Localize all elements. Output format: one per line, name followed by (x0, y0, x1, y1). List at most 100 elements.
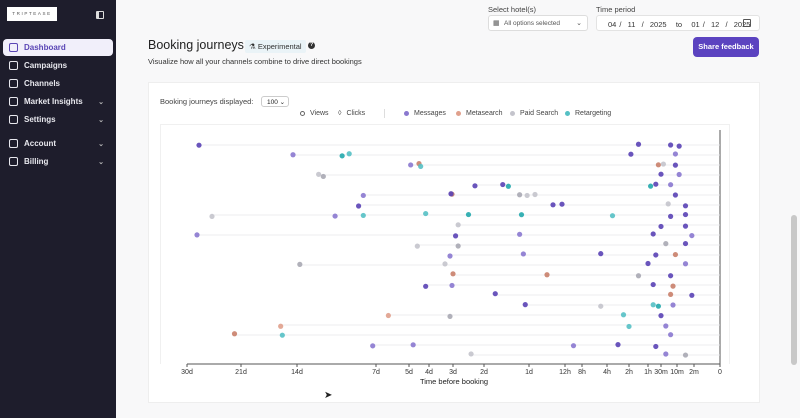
touchpoint-metasearch[interactable] (655, 162, 662, 168)
touchpoint-messages[interactable] (668, 142, 674, 148)
touchpoint-messages[interactable] (663, 323, 669, 329)
touchpoint-retargeting[interactable] (609, 213, 616, 219)
touchpoint-messages[interactable] (423, 283, 429, 289)
date-range-input[interactable]: 04 / 11 / 2025 to 01 / 12 / 2025 (596, 15, 760, 31)
touchpoint-messages[interactable] (650, 281, 656, 288)
touchpoint-retargeting[interactable] (655, 303, 662, 309)
touchpoint-retargeting[interactable] (346, 151, 352, 157)
touchpoint-messages[interactable] (598, 251, 604, 257)
touchpoint-messages[interactable] (356, 203, 362, 209)
legend-messages[interactable]: Messages (404, 110, 446, 117)
touchpoint-paid-search[interactable] (455, 222, 461, 228)
touchpoint-messages[interactable] (452, 233, 459, 239)
sidebar-item-settings[interactable]: Settings ⌄ (3, 111, 113, 128)
touchpoint-metasearch[interactable] (385, 312, 391, 319)
sidebar-item-billing[interactable]: Billing ⌄ (3, 153, 113, 170)
scrollbar[interactable] (791, 215, 797, 365)
touchpoint-paid-search[interactable] (468, 351, 474, 357)
hotel-select[interactable]: ▦ All options selected ⌄ (488, 15, 588, 31)
touchpoint-messages[interactable] (650, 231, 656, 237)
touchpoint-metasearch[interactable] (670, 283, 676, 289)
touchpoint-paid-search[interactable] (663, 241, 669, 247)
touchpoint-messages[interactable] (290, 152, 296, 158)
touchpoint-messages[interactable] (522, 302, 528, 308)
touchpoint-retargeting[interactable] (418, 163, 424, 170)
touchpoint-messages[interactable] (668, 213, 674, 219)
touchpoint-retargeting[interactable] (626, 323, 632, 330)
sidebar-toggle-icon[interactable] (96, 11, 104, 19)
touchpoint-paid-search[interactable] (320, 173, 326, 180)
touchpoint-metasearch[interactable] (544, 272, 550, 278)
sidebar-item-market-insights[interactable]: Market Insights ⌄ (3, 93, 113, 110)
touchpoint-messages[interactable] (635, 141, 642, 147)
touchpoint-messages[interactable] (663, 351, 669, 357)
legend-metasearch[interactable]: Metasearch (456, 110, 503, 117)
touchpoint-messages[interactable] (682, 203, 689, 209)
touchpoint-messages[interactable] (672, 151, 679, 157)
touchpoint-messages[interactable] (628, 151, 634, 157)
touchpoint-messages[interactable] (653, 343, 659, 350)
touchpoint-messages[interactable] (370, 343, 376, 349)
touchpoint-messages[interactable] (332, 213, 338, 219)
touchpoint-metasearch[interactable] (450, 271, 456, 277)
touchpoint-messages[interactable] (472, 183, 478, 189)
touchpoint-retargeting[interactable] (279, 332, 285, 338)
touchpoint-paid-search[interactable] (209, 213, 215, 220)
touchpoint-paid-search[interactable] (532, 191, 538, 198)
touchpoint-messages[interactable] (615, 342, 621, 348)
touchpoint-retargeting[interactable] (465, 211, 472, 218)
help-icon[interactable]: ? (308, 42, 315, 49)
touchpoint-messages[interactable] (682, 211, 689, 218)
touchpoint-messages[interactable] (689, 292, 695, 298)
touchpoint-paid-search[interactable] (414, 243, 420, 249)
touchpoint-messages[interactable] (668, 332, 674, 338)
touchpoint-messages[interactable] (194, 232, 200, 238)
touchpoint-messages[interactable] (676, 143, 682, 149)
sidebar-item-account[interactable]: Account ⌄ (3, 135, 113, 152)
touchpoint-messages[interactable] (559, 201, 565, 207)
legend-paid-search[interactable]: Paid Search (510, 110, 558, 117)
touchpoint-retargeting[interactable] (648, 183, 654, 189)
touchpoint-paid-search[interactable] (316, 171, 322, 177)
touchpoint-messages[interactable] (682, 240, 689, 247)
sidebar-item-dashboard[interactable]: Dashboard (3, 39, 113, 56)
sidebar-item-campaigns[interactable]: Campaigns (3, 57, 113, 74)
touchpoint-paid-search[interactable] (682, 352, 689, 358)
touchpoint-messages[interactable] (408, 162, 414, 168)
touchpoint-paid-search[interactable] (665, 201, 671, 207)
sidebar-item-channels[interactable]: Channels (3, 75, 113, 92)
share-feedback-button[interactable]: Share feedback (693, 37, 759, 57)
touchpoint-messages[interactable] (570, 343, 577, 349)
touchpoint-messages[interactable] (682, 261, 689, 267)
touchpoint-paid-search[interactable] (635, 273, 642, 279)
touchpoint-paid-search[interactable] (524, 192, 530, 199)
touchpoint-paid-search[interactable] (517, 192, 523, 198)
touchpoint-messages[interactable] (653, 181, 659, 187)
touchpoint-messages[interactable] (492, 291, 498, 297)
touchpoint-messages[interactable] (360, 192, 366, 199)
touchpoint-messages[interactable] (447, 253, 453, 259)
touchpoint-paid-search[interactable] (442, 261, 448, 267)
touchpoint-messages[interactable] (682, 223, 689, 229)
journeys-displayed-select[interactable]: 100 ⌄ (261, 96, 289, 107)
calendar-icon[interactable] (743, 19, 751, 27)
touchpoint-metasearch[interactable] (672, 251, 679, 258)
touchpoint-paid-search[interactable] (455, 243, 461, 249)
touchpoint-messages[interactable] (658, 313, 664, 319)
touchpoint-retargeting[interactable] (620, 312, 627, 318)
touchpoint-messages[interactable] (689, 232, 695, 239)
touchpoint-messages[interactable] (550, 202, 556, 208)
touchpoint-paid-search[interactable] (447, 313, 453, 320)
touchpoint-paid-search[interactable] (660, 161, 667, 167)
touchpoint-retargeting[interactable] (650, 302, 656, 308)
touchpoint-messages[interactable] (500, 181, 506, 188)
touchpoint-messages[interactable] (668, 273, 674, 279)
touchpoint-metasearch[interactable] (278, 323, 284, 329)
touchpoint-paid-search[interactable] (598, 303, 604, 309)
touchpoint-retargeting[interactable] (339, 153, 345, 159)
touchpoint-retargeting[interactable] (423, 210, 429, 217)
touchpoint-metasearch[interactable] (231, 331, 238, 337)
touchpoint-messages[interactable] (672, 162, 679, 168)
touchpoint-retargeting[interactable] (518, 212, 525, 218)
touchpoint-messages[interactable] (449, 282, 455, 289)
